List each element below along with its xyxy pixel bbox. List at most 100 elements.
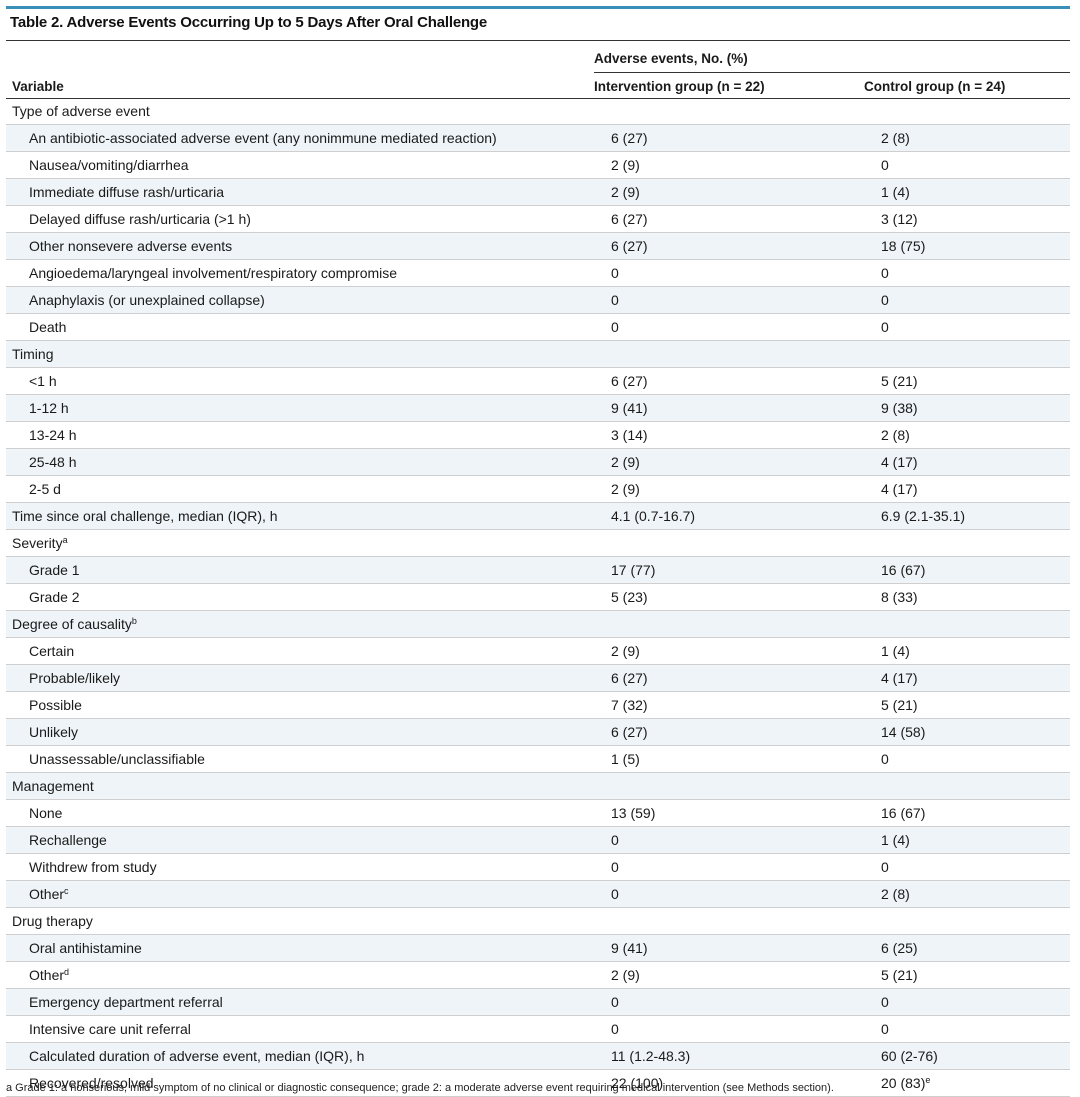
row-label-text: Rechallenge [29,832,107,848]
control-value: 3 (12) [881,205,1070,233]
row-label: 2-5 d [6,475,611,503]
control-value-text: 0 [881,859,889,875]
control-value-text: 5 (21) [881,373,918,389]
intervention-value: 6 (27) [611,367,881,395]
row-label: Rechallenge [6,826,611,854]
row-label: Type of adverse event [6,98,611,125]
table-row: Certain 2 (9) 1 (4) [6,637,1070,665]
row-label: Death [6,313,611,341]
title-rule [6,40,1070,41]
table-row: Angioedema/laryngeal involvement/respira… [6,259,1070,287]
row-label: 25-48 h [6,448,611,476]
control-value: 60 (2-76) [881,1042,1070,1070]
control-value-text: 1 (4) [881,643,910,659]
control-value-text: 0 [881,1021,889,1037]
control-value-text: 4 (17) [881,454,918,470]
group-header-rule [594,72,1070,73]
group-header: Adverse events, No. (%) [594,51,748,66]
control-value-text: 2 (8) [881,427,910,443]
control-value-text: 20 (83) [881,1075,926,1091]
table-row: <1 h 6 (27) 5 (21) [6,367,1070,395]
row-label: 13-24 h [6,421,611,449]
table-title: Table 2. Adverse Events Occurring Up to … [10,14,488,31]
table-row: Withdrew from study 0 0 [6,853,1070,881]
footnote-marker: a [62,535,68,545]
intervention-value [611,340,881,368]
row-label-text: Oral antihistamine [29,940,142,956]
intervention-value: 17 (77) [611,556,881,584]
intervention-value: 5 (23) [611,583,881,611]
intervention-value: 9 (41) [611,394,881,422]
table-row: Unassessable/unclassifiable 1 (5) 0 [6,745,1070,773]
control-value-text: 18 (75) [881,238,926,254]
row-label-text: Emergency department referral [29,994,223,1010]
row-label-text: Death [29,319,67,335]
control-value: 5 (21) [881,961,1070,989]
intervention-value: 6 (27) [611,718,881,746]
row-label-text: Other [29,886,65,902]
control-value-text: 8 (33) [881,589,918,605]
row-label: Nausea/vomiting/diarrhea [6,151,611,179]
row-label-text: Unassessable/unclassifiable [29,751,205,767]
control-value: 0 [881,151,1070,179]
control-value: 0 [881,259,1070,287]
footnote-marker: b [131,616,137,626]
intervention-value [611,529,881,557]
control-value-text: 4 (17) [881,670,918,686]
control-value-text: 16 (67) [881,562,926,578]
row-label: Oral antihistamine [6,934,611,962]
title-accent-rule [6,6,1070,9]
row-label: Other nonsevere adverse events [6,232,611,260]
control-value: 2 (8) [881,124,1070,152]
row-label-text: Certain [29,643,75,659]
control-value [881,340,1070,368]
control-value: 2 (8) [881,880,1070,908]
table-row: An antibiotic-associated adverse event (… [6,124,1070,152]
row-label-text: None [29,805,63,821]
intervention-value: 6 (27) [611,232,881,260]
table-row: Otherc 0 2 (8) [6,880,1070,908]
control-value: 16 (67) [881,799,1070,827]
intervention-value: 0 [611,286,881,314]
intervention-value: 6 (27) [611,205,881,233]
intervention-value: 2 (9) [611,178,881,206]
row-label: Calculated duration of adverse event, me… [6,1042,611,1070]
table-row: Time since oral challenge, median (IQR),… [6,502,1070,530]
row-label: <1 h [6,367,611,395]
control-value: 5 (21) [881,367,1070,395]
control-value-text: 5 (21) [881,697,918,713]
control-value: 8 (33) [881,583,1070,611]
intervention-value: 2 (9) [611,151,881,179]
intervention-value: 2 (9) [611,448,881,476]
control-value: 0 [881,1015,1070,1043]
column-header-control: Control group (n = 24) [864,79,1006,94]
row-label: Certain [6,637,611,665]
row-label-text: Management [12,778,94,794]
row-label-text: Angioedema/laryngeal involvement/respira… [29,265,398,281]
control-value: 1 (4) [881,826,1070,854]
control-value-text: 2 (8) [881,886,910,902]
control-value: 16 (67) [881,556,1070,584]
control-value: 1 (4) [881,178,1070,206]
footnote: a Grade 1: a nonserious, mild symptom of… [6,1082,834,1094]
intervention-value: 2 (9) [611,637,881,665]
intervention-value: 0 [611,826,881,854]
row-label: Grade 1 [6,556,611,584]
intervention-value: 0 [611,1015,881,1043]
row-label: Emergency department referral [6,988,611,1016]
intervention-value: 0 [611,259,881,287]
intervention-value: 6 (27) [611,124,881,152]
table-row: Anaphylaxis (or unexplained collapse) 0 0 [6,286,1070,314]
row-label-text: Anaphylaxis (or unexplained collapse) [29,292,265,308]
intervention-value: 0 [611,880,881,908]
column-header-intervention: Intervention group (n = 22) [594,79,765,94]
table-row: Grade 2 5 (23) 8 (33) [6,583,1070,611]
row-label-text: Recovered/resolved [29,1075,154,1091]
table-row: Other nonsevere adverse events 6 (27) 18 (… [6,232,1070,260]
row-label: Possible [6,691,611,719]
row-label: Drug therapy [6,907,611,935]
row-label-text: 1-12 h [29,400,69,416]
row-label: Otherc [6,880,611,908]
footnote-marker: e [925,1075,931,1085]
control-value-text: 9 (38) [881,400,918,416]
